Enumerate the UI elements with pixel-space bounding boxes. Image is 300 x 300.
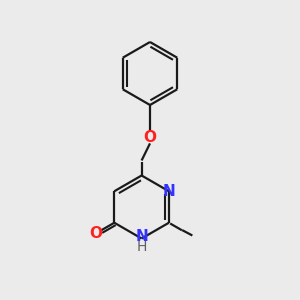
Text: H: H [136,240,147,254]
Text: O: O [143,130,157,145]
Text: N: N [163,184,175,199]
Text: O: O [90,226,103,241]
Text: N: N [135,229,148,244]
